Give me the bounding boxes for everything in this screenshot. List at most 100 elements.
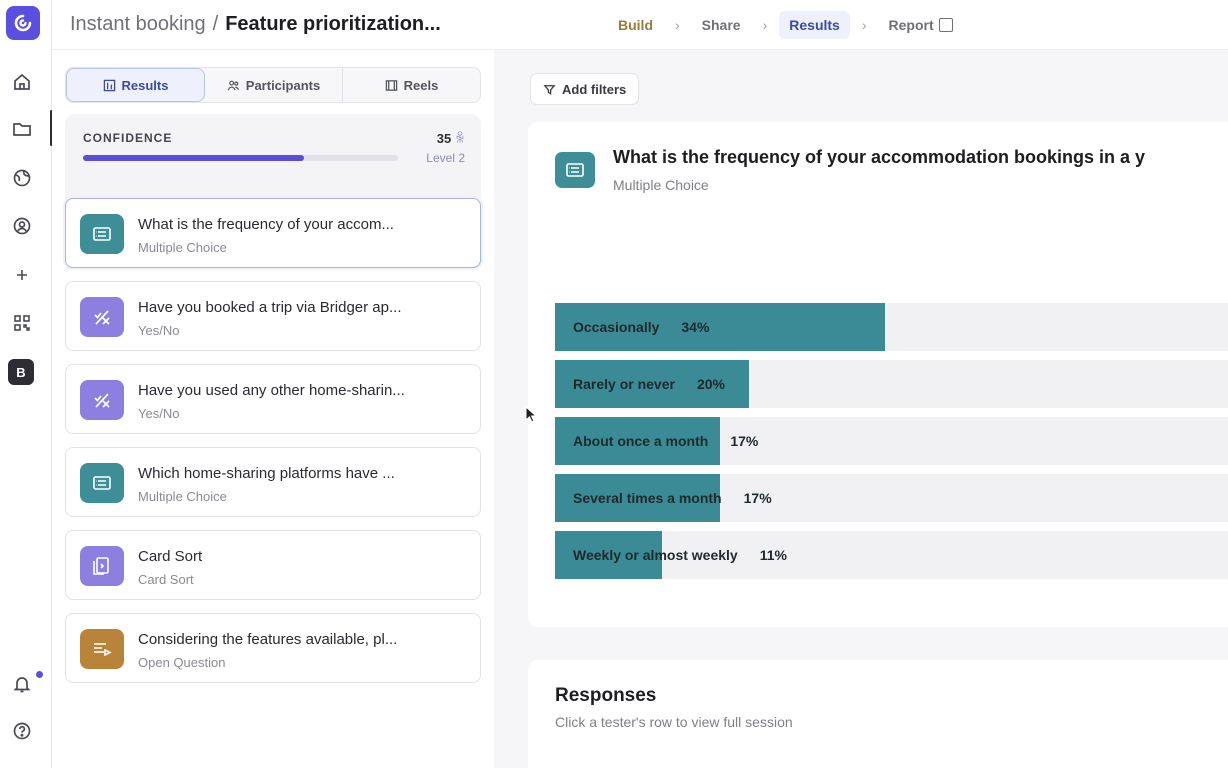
- step-report[interactable]: Report: [879, 11, 963, 39]
- question-card[interactable]: Have you booked a trip via Bridger ap...…: [65, 281, 481, 351]
- step-build[interactable]: Build: [618, 17, 653, 33]
- tab-reels-label: Reels: [403, 77, 439, 93]
- workspace-badge[interactable]: B: [8, 359, 34, 385]
- breadcrumb-project[interactable]: Instant booking: [70, 13, 206, 35]
- question-card[interactable]: Considering the features available, pl..…: [65, 613, 481, 683]
- bar-fill: [555, 474, 720, 522]
- bell-icon[interactable]: [8, 670, 36, 698]
- confidence-progress-bar: [83, 155, 398, 161]
- tab-results[interactable]: Results: [66, 68, 205, 102]
- question-list: What is the frequency of your accom... Mu…: [65, 198, 481, 696]
- confidence-progress-fill: [83, 155, 304, 161]
- workflow-steps: Build › Share › Results › Report: [608, 10, 963, 40]
- bar-label: Rarely or never 20%: [573, 376, 725, 392]
- question-panel: Results Participants Reels CONFIDENCE 35…: [52, 50, 494, 768]
- question-type: Yes/No: [138, 323, 180, 338]
- bar-label: Weekly or almost weekly 11%: [573, 547, 787, 563]
- participant-count-value: 35: [436, 131, 452, 146]
- add-filters-button[interactable]: Add filters: [530, 73, 640, 105]
- tab-reels[interactable]: Reels: [343, 68, 480, 102]
- question-card[interactable]: Which home-sharing platforms have ... Mul…: [65, 447, 481, 517]
- question-card[interactable]: What is the frequency of your accom... Mu…: [65, 198, 481, 268]
- bar-row[interactable]: Several times a month 17%: [555, 474, 1228, 522]
- bar-row[interactable]: About once a month 17%: [555, 417, 1228, 465]
- bar-label: About once a month 17%: [573, 433, 758, 449]
- bar-label: Occasionally 34%: [573, 319, 709, 335]
- bar-value: 34%: [681, 319, 710, 335]
- bar-row[interactable]: Occasionally 34%: [555, 303, 1228, 351]
- bar-category: Several times a month: [573, 490, 722, 506]
- confidence-label: CONFIDENCE: [83, 131, 173, 145]
- left-rail: B: [0, 0, 53, 768]
- list-icon: [80, 463, 124, 503]
- results-main: Add filters What is the frequency of you…: [494, 50, 1228, 768]
- app-logo-icon[interactable]: [6, 6, 40, 40]
- step-results[interactable]: Results: [779, 11, 850, 39]
- mouse-cursor-icon: [525, 406, 537, 423]
- user-circle-icon[interactable]: [8, 212, 36, 240]
- yes-no-icon: [80, 380, 124, 420]
- bar-category: About once a month: [573, 433, 709, 449]
- question-card[interactable]: Card Sort Card Sort: [65, 530, 481, 600]
- tab-results-label: Results: [121, 77, 169, 93]
- result-question-type: Multiple Choice: [613, 177, 709, 193]
- chevron-right-icon: ›: [675, 17, 680, 33]
- tab-participants[interactable]: Participants: [205, 68, 343, 102]
- folder-icon[interactable]: [8, 115, 36, 143]
- bar-value: 11%: [759, 547, 787, 563]
- bar-fill: [555, 531, 662, 579]
- bar-fill: [555, 417, 720, 465]
- home-icon[interactable]: [8, 68, 36, 96]
- step-share[interactable]: Share: [701, 17, 741, 33]
- add-filters-label: Add filters: [562, 81, 627, 97]
- people-icon: ꆜ: [454, 131, 465, 146]
- participant-count: 35 ꆜ: [437, 130, 465, 147]
- breadcrumb-separator: /: [212, 13, 219, 35]
- bar-value: 17%: [743, 490, 772, 506]
- bar-category: Rarely or never: [573, 376, 675, 392]
- plus-icon[interactable]: [8, 261, 36, 289]
- bar-value: 20%: [696, 376, 725, 392]
- question-title: Which home-sharing platforms have ...: [138, 465, 395, 482]
- question-type: Open Question: [138, 655, 226, 670]
- responses-hint: Click a tester's row to view full sessio…: [555, 714, 793, 730]
- external-link-icon: [938, 18, 953, 32]
- help-icon[interactable]: [8, 717, 36, 745]
- list-icon: [555, 152, 595, 188]
- responses-card: Responses Click a tester's row to view f…: [528, 660, 1228, 768]
- page-title[interactable]: Feature prioritization...: [225, 13, 441, 35]
- question-type: Multiple Choice: [138, 489, 227, 504]
- breadcrumb: Instant booking / Feature prioritization..…: [70, 13, 441, 36]
- rail-active-indicator: [50, 110, 53, 146]
- filter-icon: [543, 84, 556, 95]
- card-sort-icon: [80, 546, 124, 586]
- question-type: Card Sort: [138, 572, 194, 587]
- open-question-icon: [80, 629, 124, 669]
- responses-title: Responses: [555, 685, 657, 706]
- notification-dot: [36, 671, 43, 678]
- results-tabs: Results Participants Reels: [65, 67, 481, 103]
- question-result-card: What is the frequency of your accommodat…: [528, 122, 1228, 627]
- globe-icon[interactable]: [8, 164, 36, 192]
- question-title: Considering the features available, pl..…: [138, 631, 398, 648]
- bar-category: Occasionally: [573, 319, 660, 335]
- question-title: Have you used any other home-sharin...: [138, 382, 405, 399]
- bar-fill: [555, 360, 749, 408]
- top-header: Instant booking / Feature prioritization..…: [52, 0, 1228, 50]
- reels-icon: [385, 79, 397, 91]
- question-card[interactable]: Have you used any other home-sharin... Ye…: [65, 364, 481, 434]
- question-title: What is the frequency of your accom...: [138, 216, 394, 233]
- participants-icon: [227, 80, 239, 90]
- step-report-label: Report: [888, 17, 934, 33]
- list-icon: [80, 214, 124, 254]
- results-icon: [103, 79, 115, 91]
- result-question-title: What is the frequency of your accommodat…: [613, 147, 1146, 167]
- apps-grid-icon[interactable]: [8, 309, 36, 337]
- bar-category: Weekly or almost weekly: [573, 547, 738, 563]
- bar-row[interactable]: Weekly or almost weekly 11%: [555, 531, 1228, 579]
- question-title: Card Sort: [138, 548, 203, 565]
- results-bar-chart: Occasionally 34% Rarely or never 20% About o…: [555, 303, 1228, 588]
- tab-participants-label: Participants: [245, 77, 321, 93]
- bar-fill: [555, 303, 885, 351]
- bar-row[interactable]: Rarely or never 20%: [555, 360, 1228, 408]
